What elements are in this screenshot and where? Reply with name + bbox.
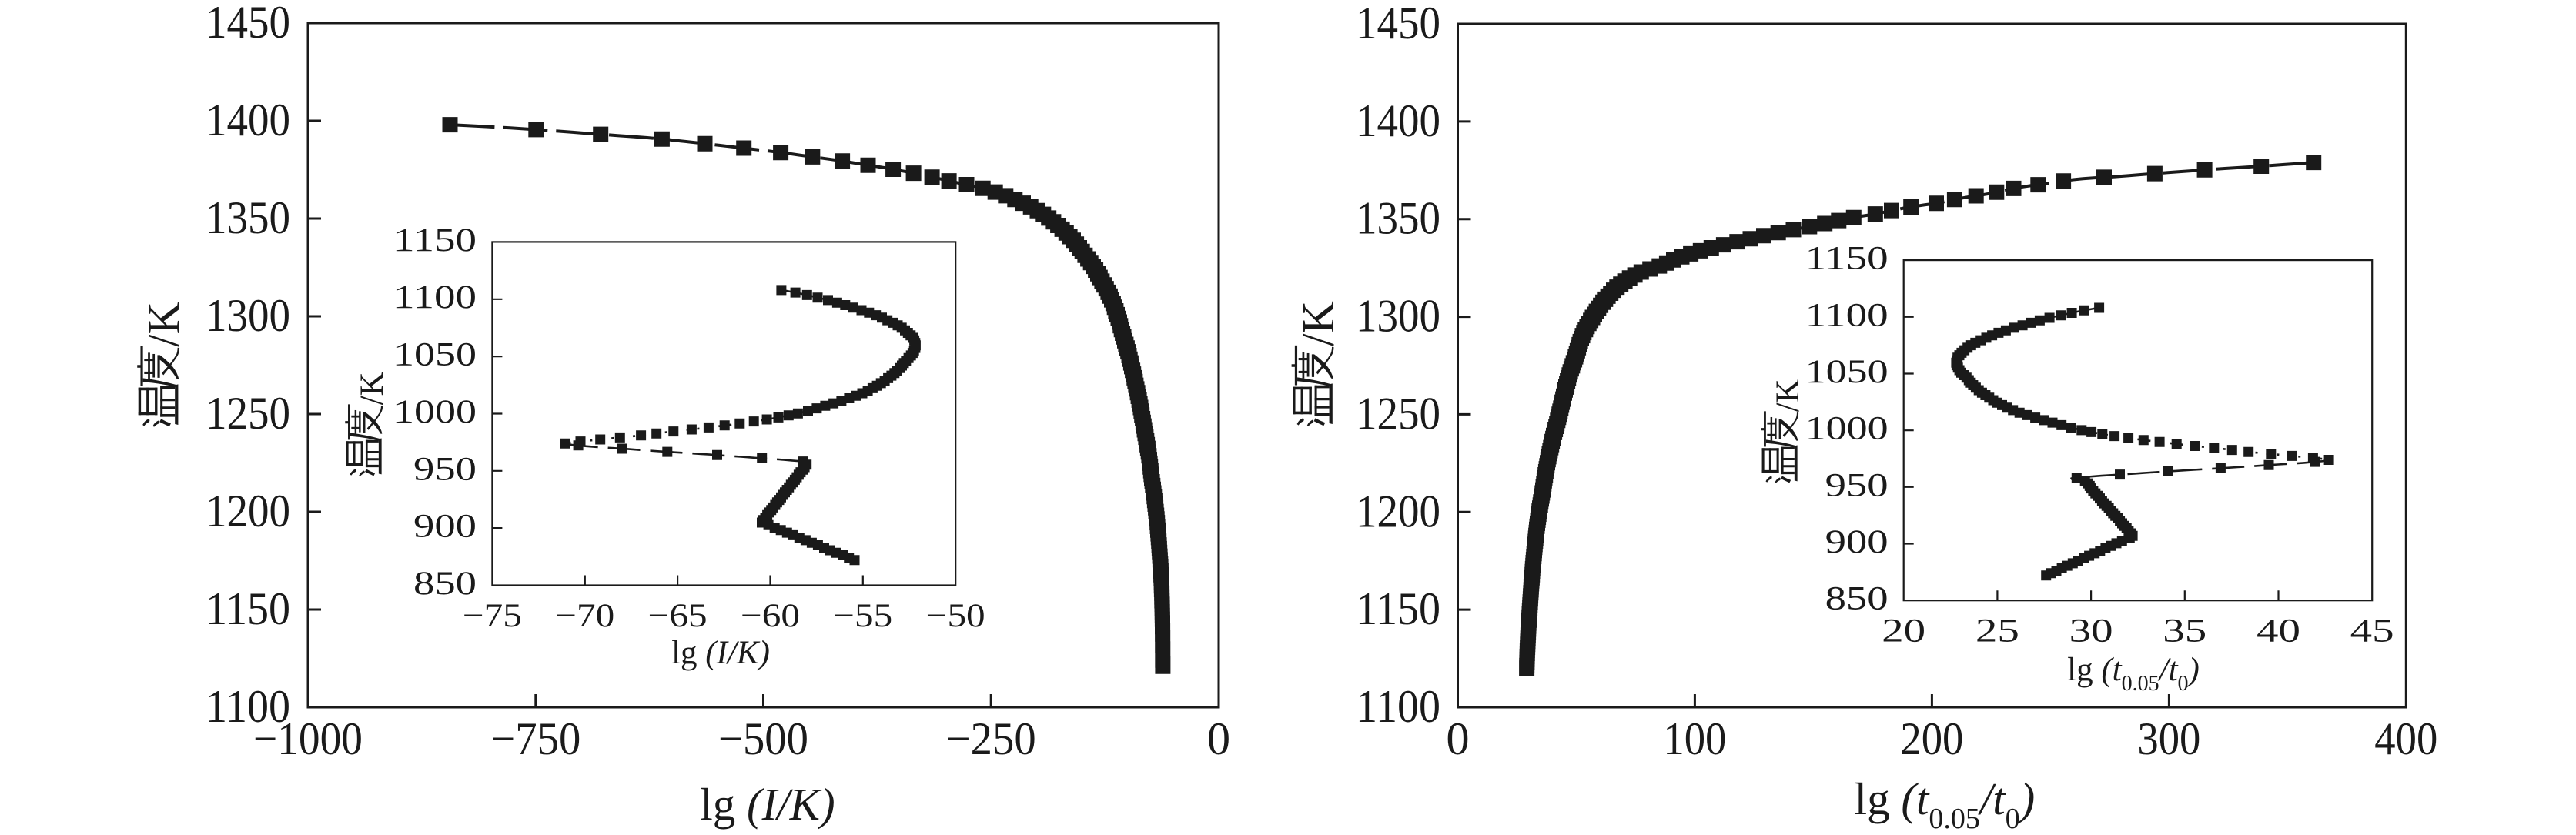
svg-text:lg (I/K): lg (I/K) (671, 635, 770, 671)
svg-text:1450: 1450 (1356, 0, 1440, 49)
svg-text:−75: −75 (463, 598, 522, 634)
svg-text:20: 20 (1882, 613, 1925, 650)
svg-text:1050: 1050 (1805, 354, 1889, 390)
svg-text:25: 25 (1975, 613, 2019, 650)
svg-text:900: 900 (413, 509, 477, 545)
svg-text:1200: 1200 (206, 486, 290, 537)
svg-text:1300: 1300 (1356, 291, 1440, 342)
svg-text:1150: 1150 (206, 583, 290, 635)
svg-text:0: 0 (1446, 713, 1469, 765)
svg-text:1000: 1000 (1805, 411, 1889, 447)
svg-text:−500: −500 (718, 713, 808, 765)
svg-text:1350: 1350 (1356, 193, 1440, 245)
svg-text:1150: 1150 (1356, 583, 1440, 635)
svg-text:1150: 1150 (393, 222, 477, 259)
svg-text:−55: −55 (833, 598, 892, 634)
svg-text:1150: 1150 (1805, 241, 1889, 277)
svg-text:45: 45 (2350, 613, 2394, 650)
svg-text:30: 30 (2069, 613, 2113, 650)
svg-text:1250: 1250 (206, 388, 290, 439)
svg-text:1100: 1100 (1356, 681, 1440, 733)
svg-text:850: 850 (413, 566, 477, 602)
svg-text:−70: −70 (555, 598, 614, 634)
svg-text:40: 40 (2257, 613, 2300, 650)
svg-text:−1000: −1000 (253, 713, 363, 765)
svg-text:−750: −750 (490, 713, 580, 765)
svg-text:200: 200 (1900, 713, 1963, 765)
svg-text:/K: /K (354, 372, 390, 405)
svg-text:950: 950 (1825, 467, 1889, 503)
svg-text:1300: 1300 (206, 290, 290, 342)
svg-text:900: 900 (1825, 524, 1889, 560)
svg-text:1100: 1100 (206, 681, 290, 733)
svg-text:1100: 1100 (1805, 297, 1889, 333)
svg-text:100: 100 (1663, 713, 1726, 765)
svg-text:/K: /K (139, 302, 189, 347)
svg-text:1250: 1250 (1356, 388, 1440, 439)
svg-text:1200: 1200 (1356, 486, 1440, 537)
svg-text:−60: −60 (741, 598, 800, 634)
svg-text:lg (t0.05/t0): lg (t0.05/t0) (1855, 773, 2036, 835)
svg-text:950: 950 (413, 451, 477, 487)
svg-text:1400: 1400 (206, 95, 290, 146)
svg-text:1000: 1000 (393, 394, 477, 430)
svg-text:400: 400 (2374, 713, 2437, 765)
svg-text:/K: /K (1770, 379, 1806, 412)
svg-text:300: 300 (2137, 713, 2200, 765)
svg-text:1450: 1450 (206, 0, 290, 48)
svg-text:850: 850 (1825, 581, 1889, 617)
svg-text:lg (I/K): lg (I/K) (700, 779, 835, 830)
svg-text:−250: −250 (946, 713, 1036, 765)
svg-text:/K: /K (1293, 301, 1343, 346)
svg-text:−50: −50 (926, 598, 985, 634)
svg-text:1050: 1050 (393, 337, 477, 373)
svg-text:0: 0 (1207, 713, 1230, 765)
svg-text:1350: 1350 (206, 192, 290, 244)
svg-text:1100: 1100 (393, 279, 477, 316)
svg-text:−65: −65 (648, 598, 708, 634)
svg-text:35: 35 (2163, 613, 2206, 650)
svg-text:1400: 1400 (1356, 95, 1440, 147)
